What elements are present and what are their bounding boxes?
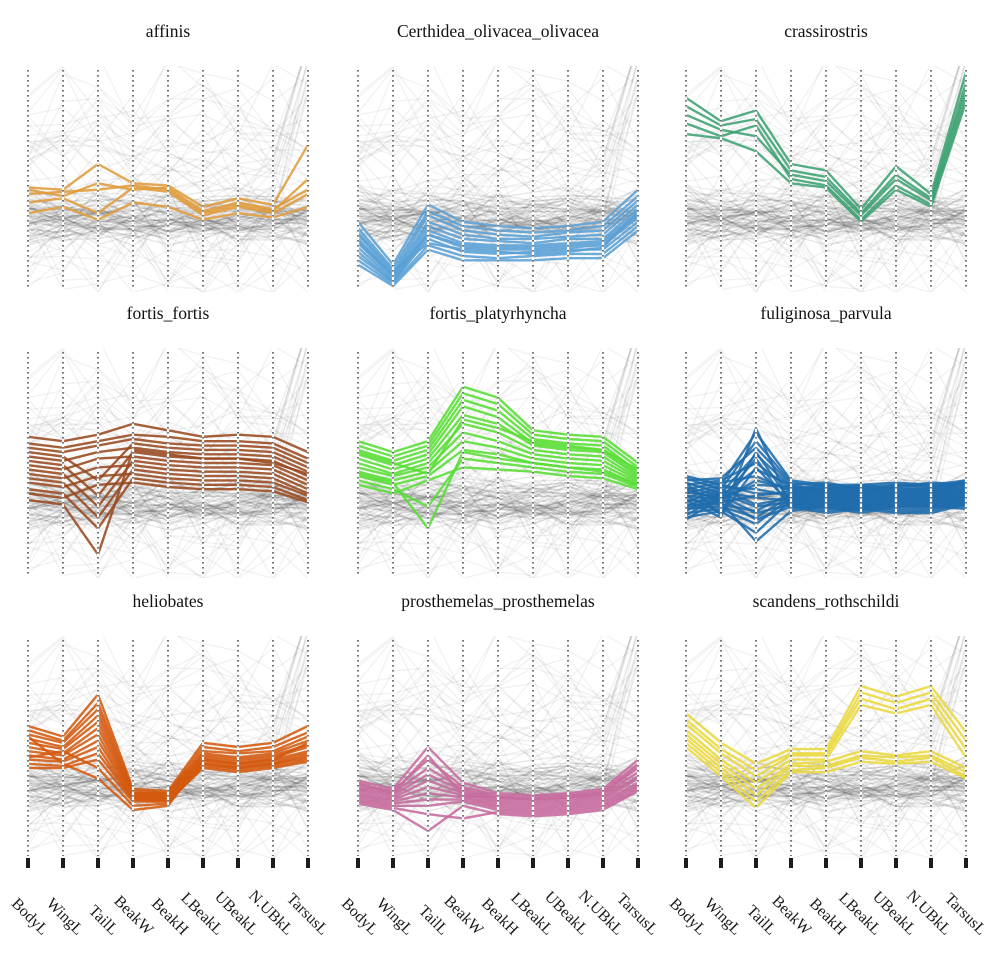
x-tick-WingL xyxy=(61,858,65,868)
x-label-WingL: WingL xyxy=(372,895,417,939)
subplot-title-heliobates: heliobates xyxy=(132,591,204,611)
plot-fortis_fortis xyxy=(26,348,310,578)
x-tick-TailL xyxy=(426,858,430,868)
x-tick-N.UBkL xyxy=(601,858,605,868)
x-tick-UBeakL xyxy=(894,858,898,868)
subplot-title-Certhidea_olivacea_olivacea: Certhidea_olivacea_olivacea xyxy=(396,21,600,41)
x-tick-N.UBkL xyxy=(929,858,933,868)
x-tick-BodyL xyxy=(684,858,688,868)
subplot-title-fortis_fortis: fortis_fortis xyxy=(126,303,210,323)
subplot-title-crassirostris: crassirostris xyxy=(784,21,868,41)
x-tick-BeakH xyxy=(496,858,500,868)
x-tick-TailL xyxy=(754,858,758,868)
x-tick-LBeakL xyxy=(201,858,205,868)
x-tick-BodyL xyxy=(26,858,30,868)
plot-affinis xyxy=(26,66,310,292)
subplot-title-fuliginosa_parvula: fuliginosa_parvula xyxy=(760,303,892,323)
plot-crassirostris xyxy=(684,66,968,292)
x-label-BodyL: BodyL xyxy=(665,895,710,939)
x-tick-LBeakL xyxy=(531,858,535,868)
plot-scandens_rothschildi xyxy=(684,636,968,858)
x-tick-TarsusL xyxy=(964,858,968,868)
subplot-title-fortis_platyrhyncha: fortis_platyrhyncha xyxy=(429,303,567,323)
x-tick-TarsusL xyxy=(636,858,640,868)
plot-Certhidea_olivacea_olivacea xyxy=(356,66,640,292)
x-label-BodyL: BodyL xyxy=(7,895,52,939)
x-label-BeakW: BeakW xyxy=(440,892,487,939)
x-tick-LBeakL xyxy=(859,858,863,868)
x-tick-BeakH xyxy=(824,858,828,868)
x-tick-BeakH xyxy=(166,858,170,868)
plot-fortis_platyrhyncha xyxy=(356,348,640,578)
plot-heliobates xyxy=(26,636,310,858)
subplot-title-prosthemelas_prosthemelas: prosthemelas_prosthemelas xyxy=(401,591,595,611)
x-tick-N.UBkL xyxy=(271,858,275,868)
x-tick-BodyL xyxy=(356,858,360,868)
x-label-WingL: WingL xyxy=(700,895,745,939)
x-label-BeakW: BeakW xyxy=(110,892,157,939)
x-tick-TailL xyxy=(96,858,100,868)
plot-prosthemelas_prosthemelas xyxy=(356,636,640,858)
x-tick-UBeakL xyxy=(566,858,570,868)
x-tick-BeakW xyxy=(131,858,135,868)
x-label-BeakW: BeakW xyxy=(768,892,815,939)
x-label-WingL: WingL xyxy=(42,895,87,939)
x-tick-BeakW xyxy=(789,858,793,868)
x-tick-BeakW xyxy=(461,858,465,868)
x-label-BodyL: BodyL xyxy=(337,895,382,939)
x-tick-UBeakL xyxy=(236,858,240,868)
x-tick-WingL xyxy=(719,858,723,868)
subplot-title-scandens_rothschildi: scandens_rothschildi xyxy=(752,591,900,611)
x-tick-WingL xyxy=(391,858,395,868)
subplot-title-affinis: affinis xyxy=(145,21,191,41)
x-tick-TarsusL xyxy=(306,858,310,868)
plot-fuliginosa_parvula xyxy=(684,348,968,578)
